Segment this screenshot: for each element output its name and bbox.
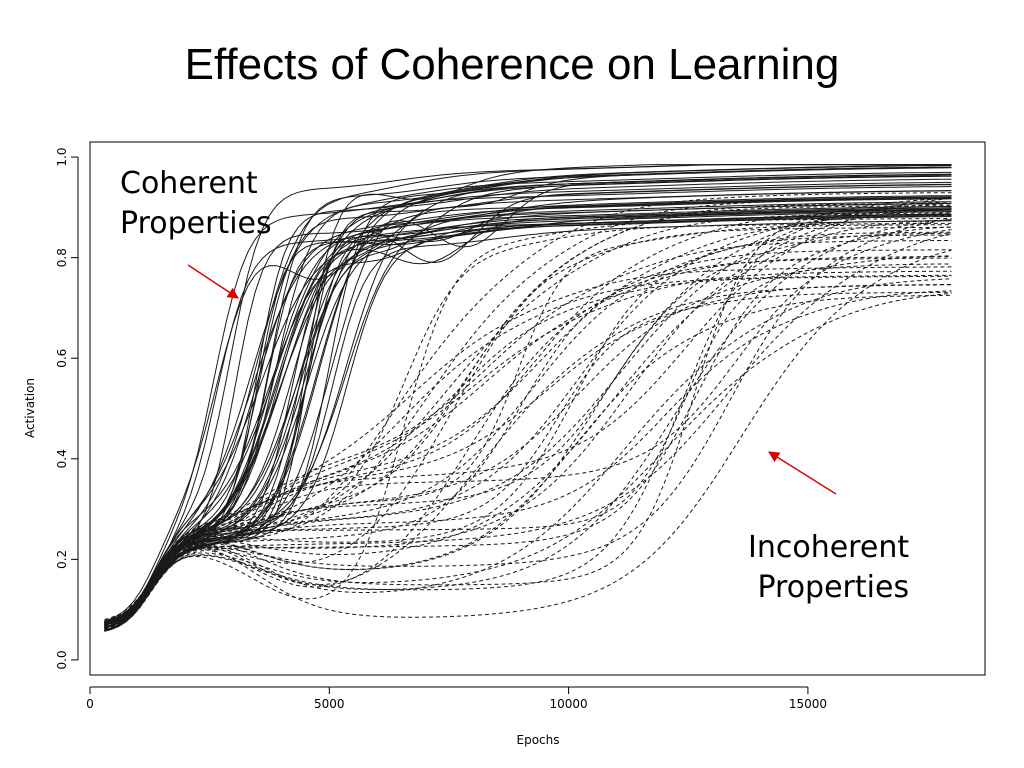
coherent-arrow <box>187 264 239 299</box>
coherent-series-line <box>104 181 952 628</box>
y-tick-label: 0.6 <box>55 349 69 368</box>
incoherent-series-line <box>104 226 952 622</box>
x-tick-label: 0 <box>86 697 94 711</box>
coherent-series-line <box>104 173 952 625</box>
coherent-series-line <box>104 164 952 626</box>
coherent-properties-label: Coherent Properties <box>120 164 272 244</box>
incoherent-arrow <box>768 451 837 495</box>
incoherent-series-line <box>104 198 952 626</box>
incoherent-series-line <box>104 278 952 628</box>
incoherent-series-line <box>104 257 952 626</box>
incoherent-series-line <box>104 292 952 631</box>
y-tick-label: 0.2 <box>55 550 69 569</box>
slide-title: Effects of Coherence on Learning <box>184 40 840 89</box>
incoherent-series-line <box>104 232 952 626</box>
incoherent-series-line <box>104 201 952 629</box>
coherent-series-line <box>104 175 952 626</box>
incoherent-series-line <box>104 270 952 628</box>
plot-frame <box>89 141 986 676</box>
y-tick-label: 0.0 <box>55 650 69 669</box>
incoherent-series-line <box>104 226 952 628</box>
incoherent-series-line <box>104 209 952 628</box>
coherent-series-line <box>104 206 952 628</box>
incoherent-series-line <box>104 294 952 623</box>
incoherent-series-line <box>104 234 952 631</box>
coherent-series-line <box>104 211 952 627</box>
incoherent-label-line-1: Incoherent <box>748 530 910 565</box>
incoherent-series-line <box>104 211 952 626</box>
coherent-label-line-2: Properties <box>120 206 272 241</box>
coherent-series-line <box>104 183 952 632</box>
incoherent-series-line <box>104 219 952 629</box>
coherent-series-line <box>104 164 952 624</box>
incoherent-series-line <box>104 249 952 630</box>
incoherent-label-line-2: Properties <box>757 570 910 605</box>
incoherent-properties-label: Incoherent Properties <box>748 528 909 608</box>
y-tick-label: 0.8 <box>55 248 69 267</box>
arrow-layer <box>187 264 837 495</box>
y-axis-label: Activation <box>23 378 37 438</box>
coherent-series-line <box>104 186 952 625</box>
incoherent-series-line <box>104 218 952 626</box>
y-tick-label: 0.4 <box>55 449 69 468</box>
coherent-series-line <box>104 216 952 626</box>
incoherent-series-line <box>104 274 952 623</box>
axis-layer: 0 5000 10000 15000 0.0 0.2 0.4 0.6 0.8 1.0 <box>55 148 827 711</box>
incoherent-series-line <box>104 205 952 632</box>
x-tick-label: 15000 <box>789 697 827 711</box>
incoherent-series-line <box>104 249 952 626</box>
incoherent-series-line <box>104 291 952 630</box>
incoherent-series-line <box>104 198 952 624</box>
y-tick-label: 1.0 <box>55 148 69 167</box>
incoherent-series-line <box>104 275 952 627</box>
coherent-series-line <box>104 198 952 629</box>
incoherent-series-line <box>104 192 952 621</box>
incoherent-series-line <box>104 202 952 630</box>
incoherent-series-line <box>104 218 952 631</box>
incoherent-series-line <box>104 233 952 626</box>
coherent-series-line <box>104 203 952 624</box>
x-axis-label: Epochs <box>517 733 560 747</box>
x-tick-label: 5000 <box>314 697 345 711</box>
incoherent-series-line <box>104 222 952 630</box>
incoherent-series-line <box>104 229 952 628</box>
coherent-series-line <box>104 207 952 628</box>
coherent-series-line <box>104 201 952 626</box>
incoherent-series-line <box>104 284 952 626</box>
incoherent-series-line <box>104 231 952 625</box>
x-tick-label: 10000 <box>550 697 588 711</box>
incoherent-series-line <box>104 266 952 626</box>
incoherent-series-line <box>104 209 952 627</box>
coherent-series-line <box>104 171 952 623</box>
coherent-label-line-1: Coherent <box>120 166 258 201</box>
series-layer <box>104 164 952 632</box>
